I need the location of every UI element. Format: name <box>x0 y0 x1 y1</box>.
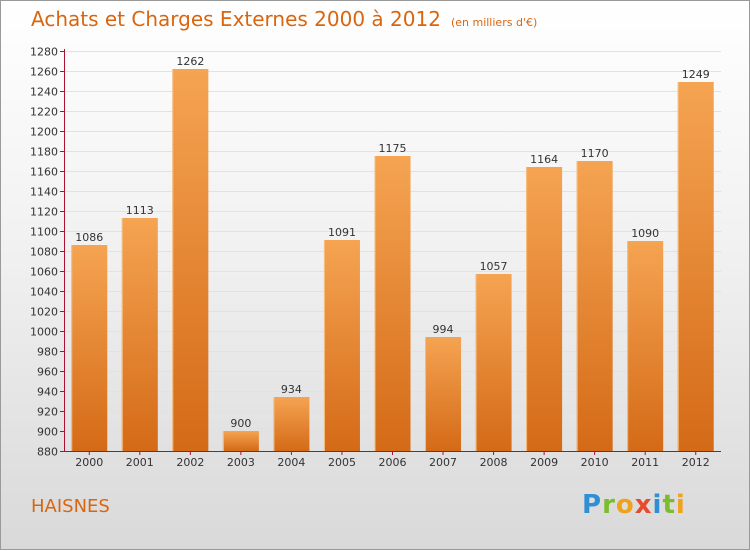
x-tick-label: 2009 <box>530 456 558 469</box>
bar <box>374 156 411 451</box>
bar-layer <box>71 69 714 451</box>
x-tick-label: 2008 <box>480 456 508 469</box>
data-label: 994 <box>433 323 454 336</box>
y-tick-label: 1160 <box>30 166 58 179</box>
data-label: 1090 <box>631 227 659 240</box>
data-label: 1057 <box>480 260 508 273</box>
logo-letter: x <box>634 490 653 520</box>
y-tick-label: 940 <box>37 386 58 399</box>
bar <box>526 167 563 451</box>
y-tick-label: 980 <box>37 346 58 359</box>
bar <box>172 69 209 451</box>
logo-letter: o <box>615 490 635 520</box>
x-tick-label: 2010 <box>581 456 609 469</box>
data-label: 1170 <box>581 147 609 160</box>
proxiti-logo[interactable]: Proxiti <box>582 490 686 520</box>
bar <box>627 241 664 451</box>
x-tick-label: 2001 <box>126 456 154 469</box>
bar <box>425 337 462 451</box>
logo-letter: r <box>602 490 616 520</box>
y-tick-label: 1080 <box>30 246 58 259</box>
chart-title-line: Achats et Charges Externes 2000 à 2012 (e… <box>31 7 537 31</box>
data-label: 1164 <box>530 153 558 166</box>
bar <box>677 82 714 451</box>
y-tick-label: 1020 <box>30 306 58 319</box>
y-tick-label: 920 <box>37 406 58 419</box>
x-tick-label: 2003 <box>227 456 255 469</box>
logo-letter: i <box>675 490 686 520</box>
y-tick-label: 1240 <box>30 86 58 99</box>
label-layer: 880 900 920 940 960 980 1000 1020 1040 1060 1080 11… <box>30 46 710 470</box>
y-tick-label: 1260 <box>30 66 58 79</box>
y-tick-label: 1120 <box>30 206 58 219</box>
y-tick-label: 1280 <box>30 46 58 59</box>
y-tick-label: 1040 <box>30 286 58 299</box>
data-label: 1113 <box>126 204 154 217</box>
bar <box>323 240 360 451</box>
chart-title: Achats et Charges Externes 2000 à 2012 <box>31 7 441 31</box>
y-tick-label: 1000 <box>30 326 58 339</box>
data-label: 1249 <box>682 68 710 81</box>
axis-layer <box>60 49 721 455</box>
x-tick-label: 2000 <box>75 456 103 469</box>
bar <box>475 274 512 451</box>
data-label: 934 <box>281 383 302 396</box>
y-tick-label: 900 <box>37 426 58 439</box>
chart-unit-note: (en milliers d'€) <box>450 16 538 29</box>
data-label: 1086 <box>75 231 103 244</box>
y-tick-label: 1140 <box>30 186 58 199</box>
x-tick-label: 2002 <box>176 456 204 469</box>
y-tick-label: 1180 <box>30 146 58 159</box>
y-tick-label: 1060 <box>30 266 58 279</box>
logo-letter: t <box>662 490 676 520</box>
y-tick-label: 1100 <box>30 226 58 239</box>
y-tick-label: 1220 <box>30 106 58 119</box>
y-tick-label: 880 <box>37 446 58 459</box>
bar <box>71 245 108 451</box>
bar <box>121 218 158 451</box>
logo-letter: P <box>582 490 603 520</box>
data-label: 900 <box>230 417 251 430</box>
data-label: 1175 <box>379 142 407 155</box>
bar <box>222 431 259 451</box>
data-label: 1262 <box>176 55 204 68</box>
logo-letter: i <box>652 490 663 520</box>
x-tick-label: 2005 <box>328 456 356 469</box>
commune-name: HAISNES <box>31 496 110 517</box>
x-tick-label: 2012 <box>682 456 710 469</box>
bar <box>273 397 310 451</box>
x-tick-label: 2007 <box>429 456 457 469</box>
bar <box>576 161 613 451</box>
y-tick-label: 960 <box>37 366 58 379</box>
x-tick-label: 2006 <box>379 456 407 469</box>
y-tick-label: 1200 <box>30 126 58 139</box>
data-label: 1091 <box>328 226 356 239</box>
x-tick-label: 2004 <box>277 456 305 469</box>
x-tick-label: 2011 <box>631 456 659 469</box>
